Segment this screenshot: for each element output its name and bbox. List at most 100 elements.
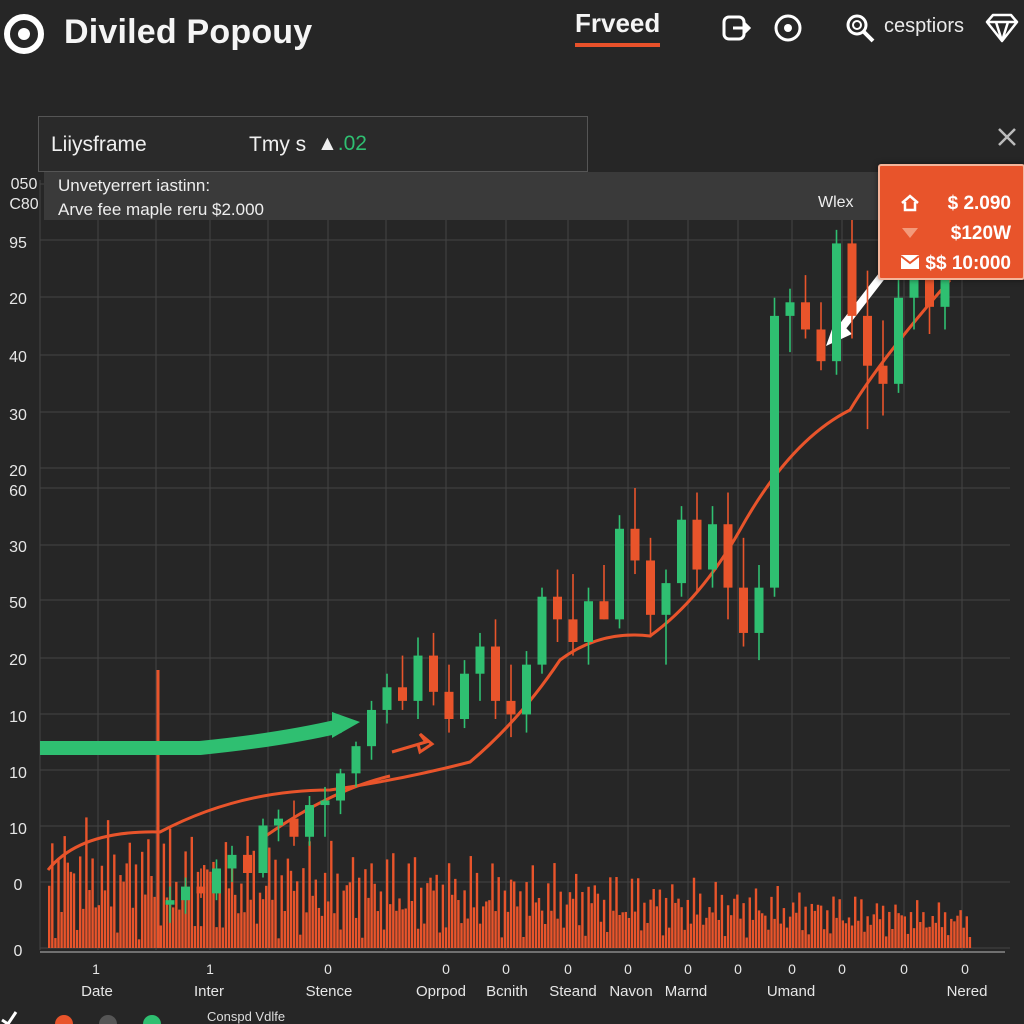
tooltip-value-2: $120W xyxy=(950,223,1011,244)
volume-bar xyxy=(361,937,364,948)
tab-feed[interactable]: Frveed xyxy=(575,8,661,47)
candles xyxy=(165,207,950,923)
volume-bar xyxy=(919,922,922,948)
candle-body xyxy=(258,825,268,873)
x-tick-number: 0 xyxy=(564,961,572,977)
volume-bar xyxy=(708,907,711,948)
trend-arrowhead xyxy=(332,712,360,738)
volume-bar xyxy=(178,909,181,948)
volume-bar xyxy=(314,879,317,948)
volume-bar xyxy=(937,902,941,948)
volume-bar xyxy=(894,904,897,948)
volume-bar xyxy=(509,879,513,948)
candle-body xyxy=(274,818,283,826)
delta-value: .02 xyxy=(337,132,367,155)
volume-bar xyxy=(317,907,321,948)
volume-bar xyxy=(823,929,826,948)
x-tick-label: Stence xyxy=(306,983,353,1000)
volume-bar xyxy=(106,820,110,948)
volume-bar xyxy=(482,906,485,948)
volume-bar xyxy=(748,897,751,948)
logo-ring-icon[interactable] xyxy=(2,12,46,56)
search-icon[interactable] xyxy=(844,12,876,44)
y-tick-label: 50 xyxy=(9,595,27,612)
volume-bar xyxy=(550,910,553,948)
volume-bar xyxy=(454,878,457,948)
volume-bar xyxy=(612,910,615,948)
search-label[interactable]: cesptiors xyxy=(884,15,965,37)
y-axis: 050 C80 95 20 40 30 20 60 30 50 20 10 10 10 0 0 xyxy=(9,176,39,960)
volume-bar xyxy=(903,916,906,948)
x-tick-number: 0 xyxy=(684,961,692,977)
diamond-icon[interactable] xyxy=(984,12,1020,44)
x-tick-label: Date xyxy=(81,983,113,1000)
x-tick-label: Navon xyxy=(609,983,652,1000)
volume-bar xyxy=(916,900,919,948)
volume-bar xyxy=(413,857,417,948)
volume-bar xyxy=(733,898,736,948)
volume-bar xyxy=(240,883,243,948)
volume-bar xyxy=(863,931,866,948)
volume-bar xyxy=(581,891,584,948)
volume-bar xyxy=(410,900,414,948)
volume-bar xyxy=(420,887,423,948)
legend-dot-down[interactable] xyxy=(55,1015,73,1024)
export-icon[interactable] xyxy=(720,12,752,44)
x-tick-number: 0 xyxy=(324,961,332,977)
x-tick-label: Bcnith xyxy=(486,983,528,1000)
volume-bar xyxy=(965,916,968,948)
volume-bar xyxy=(497,877,500,948)
candle-body xyxy=(243,854,252,873)
volume-bar xyxy=(627,917,631,948)
volume-bar xyxy=(494,911,497,948)
volume-bar xyxy=(792,902,795,948)
volume-bar xyxy=(956,915,959,948)
volume-bar xyxy=(308,841,311,948)
y-tick-label: 050 xyxy=(11,176,38,193)
mail-icon xyxy=(900,255,920,269)
volume-bar xyxy=(54,938,57,948)
legend-dot-up[interactable] xyxy=(143,1015,161,1024)
legend xyxy=(1,1011,161,1024)
x-tick-number: 0 xyxy=(788,961,796,977)
volume-bar xyxy=(661,935,665,948)
volume-bar xyxy=(376,911,379,948)
volume-bar xyxy=(578,925,581,948)
volume-bar xyxy=(723,936,727,948)
volume-bar xyxy=(835,917,838,948)
volume-bar xyxy=(258,892,262,948)
volume-bar xyxy=(447,863,451,948)
candle-body xyxy=(785,302,795,316)
volume-bar xyxy=(962,927,965,948)
volume-bar xyxy=(770,896,773,948)
volume-bar xyxy=(615,877,618,948)
volume-bar xyxy=(382,929,386,948)
volume-bar xyxy=(854,896,857,948)
volume-bar xyxy=(280,875,283,948)
volume-bar xyxy=(866,916,869,948)
volume-bar xyxy=(187,888,190,948)
volume-bar xyxy=(847,917,851,948)
volume-bar xyxy=(475,872,479,948)
volume-bar xyxy=(401,909,404,948)
y-tick-label: 20 xyxy=(9,652,27,669)
candle-body xyxy=(832,243,841,362)
volume-bar xyxy=(950,918,953,948)
x-tick-number: 0 xyxy=(961,961,969,977)
volume-bar xyxy=(860,899,863,948)
top-bar: Diviled Popouy Frveed cesptiors xyxy=(0,0,1024,66)
legend-dot-neutral[interactable] xyxy=(99,1015,117,1024)
target-icon[interactable] xyxy=(772,12,804,44)
volume-bar xyxy=(488,900,491,948)
volume-bar xyxy=(652,889,655,948)
candle-body xyxy=(739,587,748,633)
caret-down-icon xyxy=(902,228,918,238)
volume-bar xyxy=(516,906,519,948)
volume-bar xyxy=(640,930,643,948)
close-icon[interactable] xyxy=(994,124,1020,150)
volume-bar xyxy=(261,899,265,948)
x-tick-number: 0 xyxy=(900,961,908,977)
volume-bar xyxy=(692,877,696,948)
candle-body xyxy=(723,524,733,588)
volume-bar xyxy=(872,914,875,948)
